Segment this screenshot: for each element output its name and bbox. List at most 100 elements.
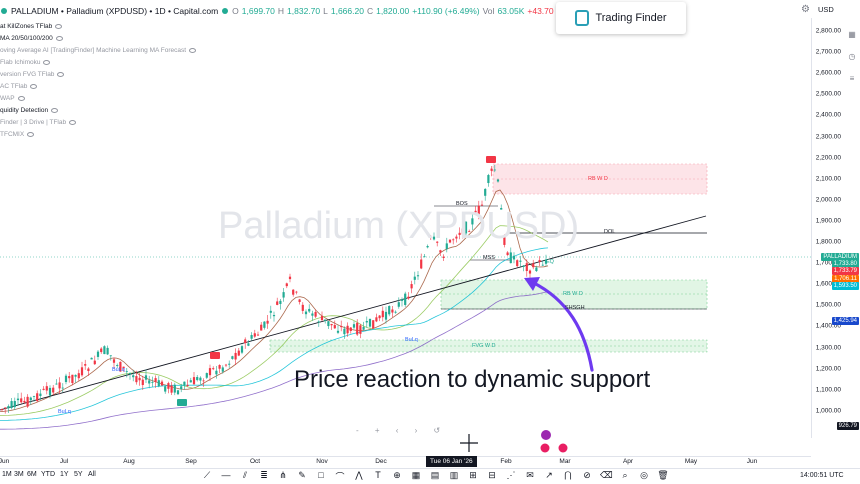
- candle-body: [327, 321, 330, 327]
- eye-icon[interactable]: [51, 108, 59, 113]
- candle-body: [442, 256, 445, 258]
- event-icon[interactable]: [541, 430, 551, 440]
- hide-icon[interactable]: ◎: [640, 470, 648, 480]
- callout-icon[interactable]: ✉: [526, 470, 534, 480]
- pattern-tool-icon[interactable]: ⋀: [355, 470, 363, 480]
- timeframe-button[interactable]: 1Y: [60, 471, 69, 478]
- candle-body: [407, 296, 410, 299]
- eye-icon[interactable]: [17, 96, 25, 101]
- candle-body: [122, 366, 125, 369]
- timeframe-button[interactable]: 3M: [14, 471, 24, 478]
- trendline-tool-icon[interactable]: ⟋: [203, 470, 211, 480]
- eye-icon[interactable]: [189, 48, 197, 53]
- indicator-label: MA 20/50/100/200: [0, 35, 53, 42]
- timeframe-button[interactable]: 1M: [2, 471, 12, 478]
- indicator-item[interactable]: Finder | 3 Drive | TFlab: [0, 117, 77, 128]
- indicator-item[interactable]: at KillZones TFlab: [0, 21, 63, 32]
- short-position-icon[interactable]: ▥: [449, 470, 459, 480]
- timeframe-button[interactable]: YTD: [41, 471, 55, 478]
- eye-icon[interactable]: [27, 132, 35, 137]
- candle-body: [55, 383, 58, 385]
- brush-tool-icon[interactable]: ✎: [298, 470, 306, 480]
- candle-body: [535, 267, 538, 272]
- object-tree-icon[interactable]: ▦: [848, 30, 856, 39]
- pitchfork-tool-icon[interactable]: ⋔: [279, 470, 287, 480]
- indicator-label: version FVG TFlab: [0, 71, 55, 78]
- eye-icon[interactable]: [57, 72, 65, 77]
- price-tick: 1,600.00: [815, 280, 841, 288]
- long-position-icon[interactable]: ▤: [430, 470, 440, 480]
- indicator-item[interactable]: AC TFlab: [0, 81, 38, 92]
- indicator-item[interactable]: oving Average AI [TradingFinder] Machine…: [0, 45, 197, 56]
- trash-icon[interactable]: 🗑: [657, 470, 669, 480]
- candle-body: [39, 393, 42, 397]
- time-axis[interactable]: Jun Jul Aug Sep Oct Nov Dec Feb Mar Apr May Jun: [0, 456, 811, 469]
- candle-body: [509, 252, 512, 264]
- flag-icon[interactable]: [540, 443, 550, 453]
- rb-zone-top: [492, 163, 708, 195]
- timeframe-button[interactable]: 5Y: [74, 471, 83, 478]
- bos-label: BOS: [456, 201, 468, 207]
- indicator-item[interactable]: MA 20/50/100/200: [0, 33, 63, 44]
- eraser-icon[interactable]: ⌫: [600, 470, 613, 480]
- lock-icon[interactable]: ⊘: [583, 470, 591, 480]
- candle-body: [164, 386, 167, 392]
- zoom-icon[interactable]: ⌕: [622, 470, 628, 480]
- bulq-label: BuLq: [112, 367, 125, 373]
- chart-navigation-controls[interactable]: - + ‹ › ↺: [356, 426, 448, 435]
- candle-body: [391, 309, 394, 313]
- symbol-title[interactable]: PALLADIUM • Palladium (XPDUSD) • 1D • Ca…: [11, 6, 219, 16]
- watchlist-icon[interactable]: ≡: [849, 74, 855, 83]
- price-chart[interactable]: [0, 0, 811, 456]
- candle-body: [253, 333, 256, 337]
- price-axis[interactable]: 2,800.00 2,700.00 2,600.00 2,500.00 2,400.00…: [811, 18, 860, 438]
- price-tag: 926.79: [836, 422, 859, 430]
- candle-body: [16, 398, 20, 401]
- fib-tool-icon[interactable]: ≣: [260, 470, 268, 480]
- indicator-item[interactable]: WAP: [0, 93, 25, 104]
- indicator-item[interactable]: Flab Ichimoku: [0, 57, 51, 68]
- indicator-item[interactable]: version FVG TFlab: [0, 69, 65, 80]
- clock: 14:00:51 UTC: [800, 472, 844, 479]
- currency-selector[interactable]: USD: [818, 5, 834, 14]
- candle-body: [295, 291, 298, 293]
- sell-signal-marker[interactable]: [210, 352, 220, 359]
- indicator-item[interactable]: TFCMIX: [0, 129, 35, 140]
- arc-tool-icon[interactable]: ⌒: [335, 472, 345, 482]
- candle-body: [439, 250, 442, 253]
- alerts-icon[interactable]: ◷: [848, 52, 856, 61]
- candle-body: [256, 334, 260, 336]
- candle-body: [266, 320, 269, 324]
- arrow-tool-icon[interactable]: ↗: [545, 470, 553, 480]
- candle-body: [90, 357, 93, 360]
- magnet-icon[interactable]: ⋂: [564, 470, 572, 480]
- grid-tool-icon[interactable]: ▦: [411, 470, 421, 480]
- flag-icon[interactable]: [558, 443, 568, 453]
- candle-body: [61, 387, 64, 389]
- eye-icon[interactable]: [69, 120, 77, 125]
- horizontal-line-tool-icon[interactable]: ―: [221, 470, 231, 480]
- eye-icon[interactable]: [30, 84, 38, 89]
- buy-signal-marker[interactable]: [177, 399, 187, 406]
- shape-tool-icon[interactable]: □: [318, 470, 324, 480]
- text-tool-icon[interactable]: T: [375, 470, 381, 480]
- eye-icon[interactable]: [43, 60, 51, 65]
- date-range-icon[interactable]: ⊟: [488, 470, 496, 480]
- candle-body: [260, 324, 263, 331]
- candle-body: [237, 350, 240, 356]
- candle-body: [77, 373, 80, 379]
- rb-zone-bottom: [440, 279, 708, 310]
- indicator-item[interactable]: quidity Detection: [0, 105, 59, 116]
- candle-body: [426, 246, 429, 248]
- timeframe-button[interactable]: All: [88, 471, 96, 478]
- price-range-icon[interactable]: ⊞: [469, 470, 477, 480]
- gear-icon[interactable]: ⚙: [801, 4, 810, 15]
- eye-icon[interactable]: [55, 24, 63, 29]
- sell-signal-marker[interactable]: [486, 156, 496, 163]
- timeframe-button[interactable]: 6M: [27, 471, 37, 478]
- channel-tool-icon[interactable]: ⫽: [242, 470, 247, 480]
- eye-icon[interactable]: [55, 36, 63, 41]
- candle-body: [269, 310, 272, 313]
- measure-tool-icon[interactable]: ⊕: [393, 470, 401, 480]
- forecast-icon[interactable]: ⋰: [506, 470, 516, 480]
